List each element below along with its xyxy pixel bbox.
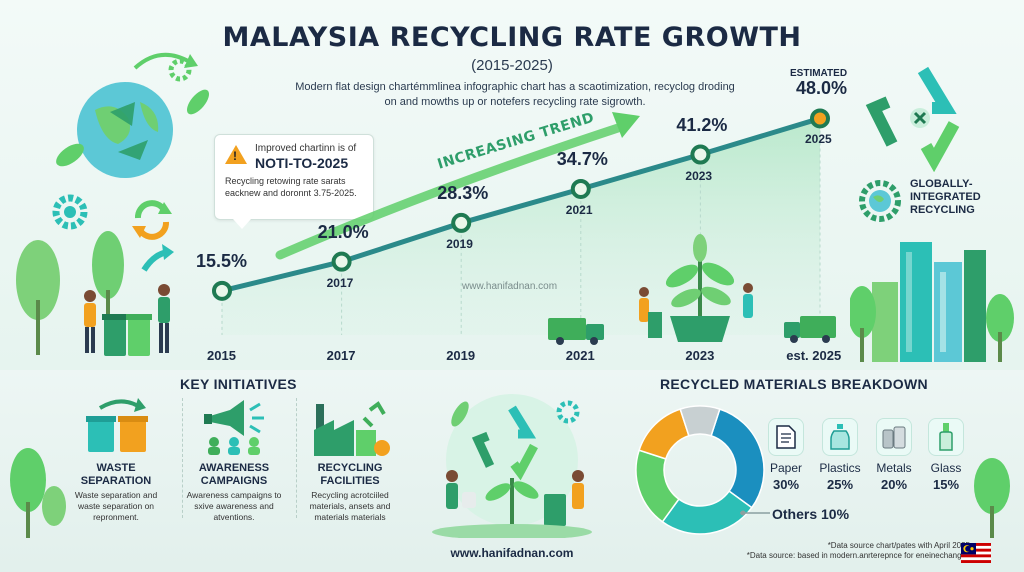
initiative-title-1: WASTE SEPARATION bbox=[80, 462, 152, 487]
website-footer: www.hanifadnan.com bbox=[450, 546, 574, 560]
initiatives-divider-2 bbox=[296, 398, 297, 518]
paper-tile bbox=[768, 418, 804, 456]
callout-box: ! Improved chartinn is of NOTI-TO-2025 R… bbox=[214, 134, 374, 229]
data-point bbox=[212, 280, 232, 301]
data-label: 15.5% bbox=[196, 250, 248, 271]
point-year-label: 2023 bbox=[685, 168, 713, 183]
metal-can-icon bbox=[882, 426, 906, 449]
point-year-label: 2019 bbox=[446, 236, 473, 251]
initiative-desc-1: Waste separation and waste separation on… bbox=[74, 490, 158, 522]
donut-slice-glass bbox=[638, 408, 690, 460]
x-tick-label: 2015 bbox=[207, 348, 236, 363]
others-label: Others 10% bbox=[772, 506, 850, 522]
recycle-symbol-illustration bbox=[865, 66, 960, 172]
globe-gear-icon bbox=[859, 180, 901, 222]
paper-name: Paper bbox=[769, 461, 803, 475]
warning-exclamation: ! bbox=[233, 149, 237, 163]
callout-line1: Improved chartinn is of bbox=[255, 143, 357, 154]
donut-slice-paper bbox=[710, 408, 765, 509]
footnote-line2: *Data source: based in modern.anrterepnc… bbox=[746, 551, 970, 560]
trend-arrow-head bbox=[612, 112, 640, 138]
data-point bbox=[570, 178, 591, 199]
city-buildings-illustration bbox=[850, 242, 1014, 362]
growth-arrow-icon bbox=[141, 244, 174, 272]
people-with-bins-illustration bbox=[16, 231, 170, 356]
growing-plant-recycle-illustration bbox=[432, 394, 592, 538]
trees-left-illustration bbox=[10, 448, 66, 538]
globally-integrated-label: GLOBALLY-INTEGRATED RECYCLING bbox=[910, 178, 981, 216]
x-tick-label: est. 2025 bbox=[786, 348, 842, 363]
megaphone-icon bbox=[204, 400, 264, 455]
key-initiatives-title: KEY INITIATIVES bbox=[180, 376, 297, 392]
page-description: Modern flat design chartémmlinea infogra… bbox=[295, 81, 735, 108]
footnote-line1: *Data source chart/pates with April 2025 bbox=[827, 541, 970, 550]
data-point bbox=[810, 108, 830, 129]
point-year-label: 2025 bbox=[805, 132, 832, 147]
trend-arrow bbox=[275, 123, 623, 260]
point-year-label: 2017 bbox=[326, 275, 354, 290]
x-tick-label: 2017 bbox=[326, 348, 356, 363]
leader-line bbox=[740, 510, 770, 516]
initiative-desc-3: Recycling acrotciiled materials, ansets … bbox=[309, 490, 391, 522]
watermark: www.hanifadnan.com bbox=[462, 281, 558, 292]
plastics-tile bbox=[822, 418, 858, 456]
estimated-label: ESTIMATED bbox=[790, 68, 848, 79]
page-subtitle: (2015-2025) bbox=[471, 57, 553, 74]
data-point bbox=[690, 144, 711, 165]
metals-tile bbox=[876, 418, 912, 456]
plastics-name: Plastics bbox=[819, 461, 861, 475]
footnote: *Data source chart/pates with April 2025… bbox=[720, 541, 970, 561]
materials-donut-chart bbox=[635, 405, 765, 535]
metals-name: Metals bbox=[876, 461, 912, 475]
globe-recycle-illustration bbox=[56, 52, 210, 178]
initiative-title-3: RECYCLING FACILITIES bbox=[317, 462, 383, 487]
glass-name: Glass bbox=[930, 461, 962, 475]
truck-icon bbox=[548, 318, 604, 345]
data-point bbox=[451, 212, 472, 233]
x-tick-label: 2021 bbox=[565, 348, 595, 363]
callout-heading: NOTI-TO-2025 bbox=[255, 155, 349, 171]
donut-slice-others bbox=[679, 405, 721, 437]
page-title: MALAYSIA RECYCLING RATE GROWTH bbox=[222, 22, 802, 53]
two-bins-icon bbox=[86, 398, 148, 452]
series-line bbox=[221, 116, 821, 294]
trees-right-illustration bbox=[974, 458, 1010, 538]
data-label: 21.0% bbox=[317, 221, 369, 242]
glass-bottle-icon bbox=[939, 423, 953, 451]
point-year-label: 2021 bbox=[565, 202, 593, 217]
x-tick-label: 2023 bbox=[685, 348, 715, 363]
paper-icon bbox=[776, 425, 796, 449]
data-label: 34.7% bbox=[556, 148, 608, 169]
glass-tile bbox=[928, 418, 964, 456]
malaysia-flag-icon bbox=[961, 543, 991, 563]
plastic-bottle-icon bbox=[830, 424, 850, 450]
initiative-title-2: AWARENESS CAMPAIGNS bbox=[198, 462, 270, 487]
gear-icon bbox=[52, 194, 88, 230]
potted-plant-illustration bbox=[639, 234, 753, 342]
paper-pct: 30% bbox=[772, 477, 800, 492]
initiative-desc-2: Awareness campaigns to sxive awareness a… bbox=[186, 490, 282, 522]
plastics-pct: 25% bbox=[826, 477, 854, 492]
data-label: 41.2% bbox=[676, 114, 728, 135]
initiatives-divider-1 bbox=[182, 398, 183, 518]
data-label: 48.0% bbox=[796, 78, 848, 99]
refresh-arrows-icon bbox=[132, 200, 172, 240]
glass-pct: 15% bbox=[932, 477, 960, 492]
data-label: 28.3% bbox=[437, 182, 489, 203]
warning-icon bbox=[225, 145, 247, 164]
factory-icon bbox=[314, 401, 390, 456]
x-tick-label: 2019 bbox=[446, 348, 476, 363]
materials-title: RECYCLED MATERIALS BREAKDOWN bbox=[660, 376, 928, 392]
metals-pct: 20% bbox=[880, 477, 908, 492]
callout-text: Recycling retowing rate sarats eacknew a… bbox=[225, 176, 357, 198]
data-point bbox=[331, 251, 352, 272]
truck-icon-right bbox=[784, 316, 836, 343]
